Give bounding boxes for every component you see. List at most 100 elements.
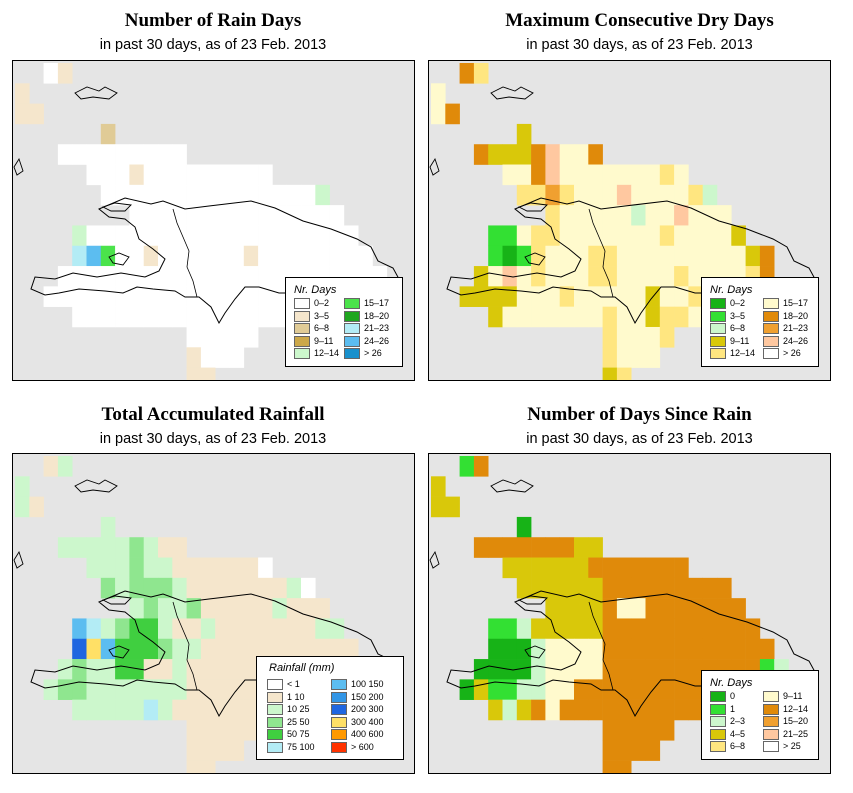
- grid-cell: [588, 577, 603, 599]
- grid-cell: [616, 245, 632, 267]
- grid-cell: [488, 659, 503, 680]
- panel-subtitle: in past 30 days, as of 23 Feb. 2013: [99, 37, 327, 53]
- grid-cell: [258, 577, 273, 599]
- grid-cell: [200, 740, 216, 761]
- grid-cell: [115, 537, 130, 558]
- grid-cell: [129, 618, 144, 640]
- grid-cell: [516, 266, 532, 287]
- grid-cell: [258, 618, 273, 640]
- legend-swatch: [710, 703, 726, 715]
- grid-cell: [602, 164, 618, 186]
- legend-label: 6–8: [314, 323, 330, 333]
- grid-cell: [488, 638, 503, 660]
- grid-cell: [631, 326, 646, 348]
- grid-cell: [172, 537, 187, 558]
- grid-cell: [315, 205, 330, 226]
- grid-cell: [286, 225, 302, 247]
- grid-cell: [315, 638, 330, 660]
- grid-cell: [473, 659, 489, 680]
- small-island-outline: [74, 479, 118, 493]
- grid-cell: [258, 164, 273, 186]
- small-island-outline: [517, 202, 548, 212]
- grid-cell: [215, 266, 230, 287]
- grid-cell: [545, 164, 560, 186]
- grid-cell: [616, 598, 632, 619]
- legend-dry-days: Nr. Days 0–2 3–5 6–8 9–11 12–14 15–17 18–20 21–…: [701, 277, 819, 367]
- legend-swatch: [267, 741, 283, 753]
- grid-cell: [229, 266, 245, 287]
- grid-cell: [531, 144, 546, 165]
- grid-cell: [143, 306, 159, 328]
- grid-cell: [616, 347, 632, 368]
- grid-cell: [616, 164, 632, 186]
- grid-cell: [29, 496, 44, 518]
- grid-cell: [200, 245, 216, 267]
- legend-label: 1 10: [287, 691, 305, 702]
- grid-cell: [702, 638, 718, 660]
- grid-cell: [516, 659, 532, 680]
- grid-cell: [243, 598, 259, 619]
- grid-cell: [115, 164, 130, 186]
- grid-cell: [200, 326, 216, 348]
- grid-cell: [86, 245, 102, 267]
- grid-cell: [272, 225, 287, 247]
- grid-cell: [158, 225, 173, 247]
- grid-cell: [243, 719, 259, 741]
- grid-cell: [200, 699, 216, 721]
- grid-cell: [516, 123, 532, 145]
- grid-cell: [473, 266, 489, 287]
- grid-cell: [674, 598, 689, 619]
- grid-cell: [588, 306, 603, 328]
- grid-cell: [659, 326, 675, 348]
- grid-cell: [559, 286, 575, 307]
- grid-cell: [243, 618, 259, 640]
- grid-cell: [243, 286, 259, 307]
- grid-cell: [272, 205, 287, 226]
- grid-cell: [115, 679, 130, 700]
- grid-cell: [100, 306, 116, 328]
- grid-cell: [215, 164, 230, 186]
- grid-cell: [502, 638, 518, 660]
- grid-cell: [186, 740, 202, 761]
- grid-cell: [100, 164, 116, 186]
- grid-cell: [315, 225, 330, 247]
- legend-label: 10 25: [287, 704, 310, 714]
- grid-cell: [329, 225, 345, 247]
- grid-cell: [272, 638, 287, 660]
- panel-dry-days: Maximum Consecutive Dry Days in past 30 …: [426, 0, 853, 390]
- grid-cell: [616, 184, 632, 206]
- grid-cell: [100, 659, 116, 680]
- grid-cell: [488, 699, 503, 721]
- legend-swatch: [763, 298, 779, 309]
- legend-swatch: [710, 348, 726, 359]
- grid-cell: [616, 618, 632, 640]
- grid-cell: [502, 245, 518, 267]
- country-border: [588, 208, 614, 298]
- country-border: [172, 208, 198, 298]
- grid-cell: [645, 557, 661, 579]
- grid-cell: [329, 638, 345, 660]
- grid-cell: [574, 286, 589, 307]
- legend-rain-days: Nr. Days 0–2 3–5 6–8 9–11 12–14 15–17 18–20 21–…: [285, 277, 403, 367]
- grid-cell: [129, 537, 144, 558]
- grid-cell: [602, 557, 618, 579]
- grid-cell: [488, 679, 503, 700]
- grid-cell: [100, 577, 116, 599]
- legend-label: 18–20: [783, 310, 809, 321]
- grid-cell: [29, 103, 44, 125]
- grid-cell: [215, 719, 230, 741]
- legend-swatch: [710, 741, 726, 752]
- grid-cell: [559, 537, 575, 558]
- legend-label: 100 150: [351, 679, 384, 689]
- grid-cell: [574, 598, 589, 619]
- grid-cell: [186, 245, 202, 267]
- grid-cell: [674, 306, 689, 328]
- legend-swatch: [331, 741, 347, 753]
- island-outline: [30, 197, 400, 325]
- grid-cell: [143, 144, 159, 165]
- grid-cell: [602, 719, 618, 741]
- legend-label: 18–20: [364, 310, 390, 321]
- island-outline: [446, 197, 816, 325]
- grid-cell: [559, 557, 575, 579]
- grid-cell: [588, 638, 603, 660]
